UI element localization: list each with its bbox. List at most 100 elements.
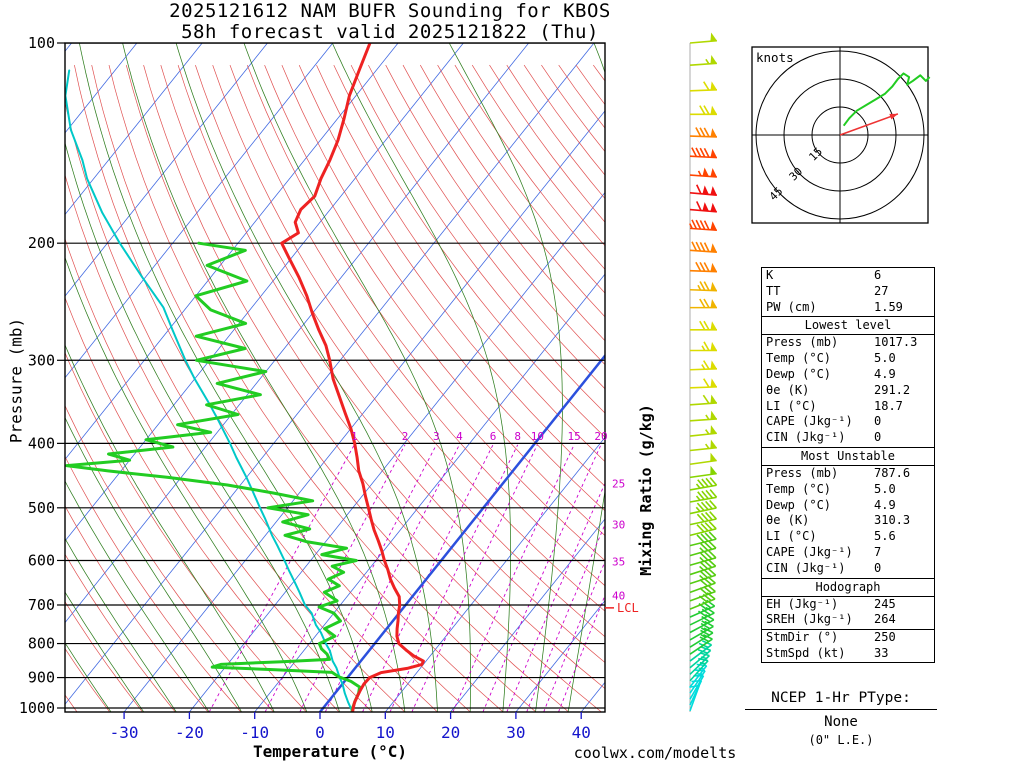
stats-row: Press (mb) 1017.3 xyxy=(766,335,918,350)
mixing-ratio-value-label: 10 xyxy=(531,430,544,443)
lcl-label: LCL xyxy=(617,601,639,615)
pressure-tick-label: 500 xyxy=(28,499,55,517)
pressure-tick-label: 600 xyxy=(28,551,55,569)
wind-barb xyxy=(689,425,717,437)
stats-row: CIN (Jkg⁻¹) 0 xyxy=(766,430,882,445)
wind-barb xyxy=(689,32,717,44)
wind-barb xyxy=(689,184,717,196)
pressure-tick-label: 900 xyxy=(28,669,55,687)
stats-section-title: Most Unstable xyxy=(762,446,934,466)
stats-divider xyxy=(762,629,934,631)
stats-row: θe (K) 291.2 xyxy=(766,382,911,397)
stats-row: Dewp (°C) 4.9 xyxy=(766,366,896,381)
wind-barb xyxy=(689,281,718,292)
wind-barb-column xyxy=(689,32,718,712)
wind-barb xyxy=(689,378,718,389)
mixing-ratio-value-label: 4 xyxy=(456,430,463,443)
pressure-tick-label: 200 xyxy=(28,234,55,252)
temperature-tick-label: 40 xyxy=(572,723,591,742)
hodograph-ring-label: 45 xyxy=(767,185,786,204)
wind-barb xyxy=(689,439,717,452)
wind-barb xyxy=(689,394,717,406)
dewpoint-curve xyxy=(65,241,362,712)
stats-row: θe (K) 310.3 xyxy=(766,513,911,528)
wind-barb xyxy=(689,465,717,479)
wind-barb xyxy=(689,499,718,515)
mixing-ratio-value-label: 30 xyxy=(612,519,625,532)
wind-barb xyxy=(689,261,718,273)
pressure-tick-label: 100 xyxy=(28,34,55,52)
wind-barb xyxy=(689,55,717,67)
stats-section-title: Lowest level xyxy=(762,316,934,336)
temperature-axis-label: Temperature (°C) xyxy=(252,742,408,761)
stats-row: CAPE (Jkg⁻¹) 0 xyxy=(766,414,882,429)
wind-barb xyxy=(689,627,714,648)
pressure-tick-label: 400 xyxy=(28,434,55,452)
temperature-curve xyxy=(280,43,425,712)
mixing-ratio-value-label: 1 xyxy=(351,430,358,443)
temperature-tick-label: 30 xyxy=(506,723,525,742)
ptype-panel: NCEP 1-Hr PType: None (0" L.E.) xyxy=(745,690,937,747)
mixing-ratio-value-label: 2 xyxy=(402,430,409,443)
chart-title: 2025121612 NAM BUFR Sounding for KBOS 58… xyxy=(65,1,715,43)
stats-row: CIN (Jkg⁻¹) 0 xyxy=(766,560,882,575)
wind-barb xyxy=(689,521,717,537)
stats-section-title: Hodograph xyxy=(762,577,934,597)
mixing-ratio-value-label: 3 xyxy=(433,430,440,443)
stats-row: LI (°C) 5.6 xyxy=(766,529,896,544)
mixing-ratio-value-label: 40 xyxy=(612,589,625,602)
temperature-tick-label: 10 xyxy=(376,723,395,742)
mixing-ratio-value-label: 15 xyxy=(567,430,580,443)
stats-row: Temp (°C) 5.0 xyxy=(766,351,896,366)
wind-barb xyxy=(689,81,718,92)
mixing-ratio-value-label: 35 xyxy=(612,556,625,569)
stats-row: Press (mb) 787.6 xyxy=(766,465,911,480)
temperature-tick-label: -30 xyxy=(110,723,139,742)
wind-barb xyxy=(689,360,718,371)
mixing-ratio-value-label: 6 xyxy=(490,430,497,443)
watermark: coolwx.com/modelts xyxy=(573,744,737,762)
wind-barb xyxy=(689,511,718,526)
mixing-ratio-axis-label: Mixing Ratio (g/kg) xyxy=(637,404,655,576)
wind-barb xyxy=(689,201,717,213)
wind-barb xyxy=(690,298,717,309)
hodograph-ring-label: 15 xyxy=(806,145,825,164)
wind-barb xyxy=(689,127,718,138)
hodograph-trace xyxy=(842,72,931,127)
stats-row: CAPE (Jkg⁻¹) 7 xyxy=(766,544,882,559)
stats-row: StmDir (°) 250 xyxy=(766,630,896,645)
mixing-ratio-value-label: 25 xyxy=(612,477,625,490)
stats-row: SREH (Jkg⁻¹) 264 xyxy=(766,612,896,627)
title-line2: 58h forecast valid 2025121822 (Thu) xyxy=(181,21,599,43)
wind-barb xyxy=(689,558,717,576)
wind-barb xyxy=(689,477,718,491)
ptype-heading: NCEP 1-Hr PType: xyxy=(745,690,937,710)
pressure-tick-label: 300 xyxy=(28,351,55,369)
wind-barb xyxy=(689,452,717,466)
wind-barb xyxy=(689,550,717,567)
hodograph-units-label: knots xyxy=(756,50,794,65)
hodograph-ring-label: 30 xyxy=(787,165,806,184)
ptype-value: None xyxy=(824,714,858,730)
wind-barb xyxy=(689,147,718,159)
temperature-tick-label: 20 xyxy=(441,723,460,742)
pressure-axis-label: Pressure (mb) xyxy=(6,317,26,444)
skewt-background xyxy=(65,43,605,712)
temperature-tick-label: -10 xyxy=(240,723,269,742)
wind-barb xyxy=(690,320,717,331)
wind-barb xyxy=(689,657,709,682)
stats-row: TT 27 xyxy=(766,283,889,298)
parcel-trace-curve xyxy=(65,69,354,712)
wind-barb xyxy=(689,241,717,253)
wind-barb xyxy=(689,531,717,547)
storm-motion-vector xyxy=(839,113,899,136)
mixing-ratio-value-label: 8 xyxy=(514,430,521,443)
wind-barb xyxy=(689,540,717,557)
plot-frame xyxy=(64,42,606,713)
wind-barb xyxy=(690,341,717,352)
mixing-ratio-value-label: 20 xyxy=(594,430,607,443)
pressure-tick-label: 700 xyxy=(28,596,55,614)
pressure-tick-label: 1000 xyxy=(19,699,55,717)
